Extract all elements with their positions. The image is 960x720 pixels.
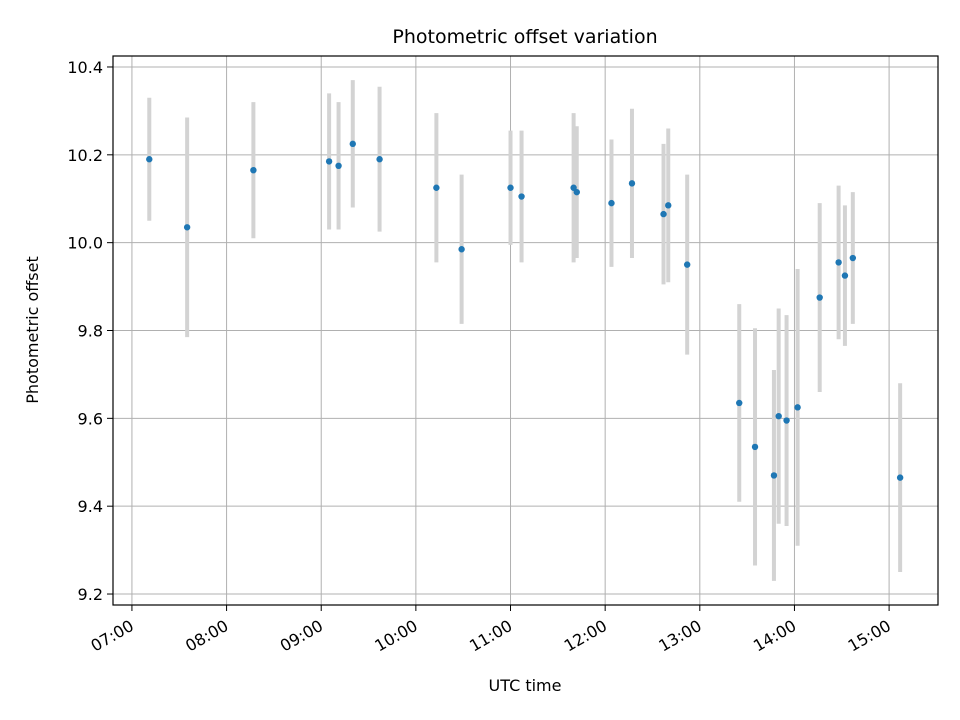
x-tick-label: 11:00: [466, 616, 515, 656]
x-tick-label: 14:00: [750, 616, 799, 656]
x-axis-ticks: 07:00 08:00 09:00 10:00 11:00 12:00 13:00 14:00…: [87, 605, 894, 656]
data-point: [849, 254, 857, 262]
x-tick-label: 12:00: [561, 616, 610, 656]
y-tick-label: 9.6: [78, 409, 103, 428]
x-tick-label: 15:00: [845, 616, 894, 656]
data-point: [573, 188, 580, 196]
data-point: [325, 158, 333, 165]
y-tick-label: 9.2: [78, 585, 103, 604]
x-tick-label: 13:00: [655, 616, 704, 656]
data-point: [770, 472, 778, 479]
data-point: [835, 259, 842, 266]
x-tick-label: 10:00: [371, 616, 420, 656]
data-point: [683, 261, 691, 268]
data-point: [841, 272, 849, 279]
grid-lines: [113, 56, 938, 605]
x-tick-label: 09:00: [277, 616, 326, 656]
data-points: [146, 140, 904, 481]
data-point: [458, 246, 465, 253]
x-tick-label: 07:00: [87, 616, 136, 656]
data-point: [335, 162, 342, 169]
y-axis-label: Photometric offset: [23, 256, 42, 404]
data-point: [816, 294, 823, 301]
data-point: [665, 202, 672, 209]
x-axis-label: UTC time: [489, 676, 562, 695]
data-point: [896, 474, 904, 481]
data-point: [376, 156, 383, 163]
data-point: [250, 166, 257, 174]
data-point: [794, 404, 801, 411]
data-point: [783, 417, 790, 424]
y-axis-ticks: 9.2 9.4 9.6 9.8 10.0 10.2 10.4: [67, 58, 113, 604]
chart-title: Photometric offset variation: [392, 26, 657, 48]
data-point: [628, 180, 636, 187]
data-point: [518, 193, 525, 200]
data-point: [736, 399, 743, 407]
data-point: [507, 184, 514, 191]
data-point: [183, 224, 191, 231]
data-point: [433, 184, 440, 191]
data-point: [349, 140, 356, 148]
y-tick-label: 9.8: [78, 322, 103, 341]
y-tick-label: 10.4: [67, 58, 103, 77]
y-tick-label: 10.0: [67, 234, 103, 253]
data-point: [660, 210, 667, 218]
data-point: [751, 443, 759, 451]
data-point: [775, 412, 782, 420]
y-tick-label: 9.4: [78, 497, 103, 516]
data-point: [146, 156, 153, 163]
x-tick-label: 08:00: [182, 616, 231, 656]
data-point: [608, 199, 615, 207]
y-tick-label: 10.2: [67, 146, 103, 165]
